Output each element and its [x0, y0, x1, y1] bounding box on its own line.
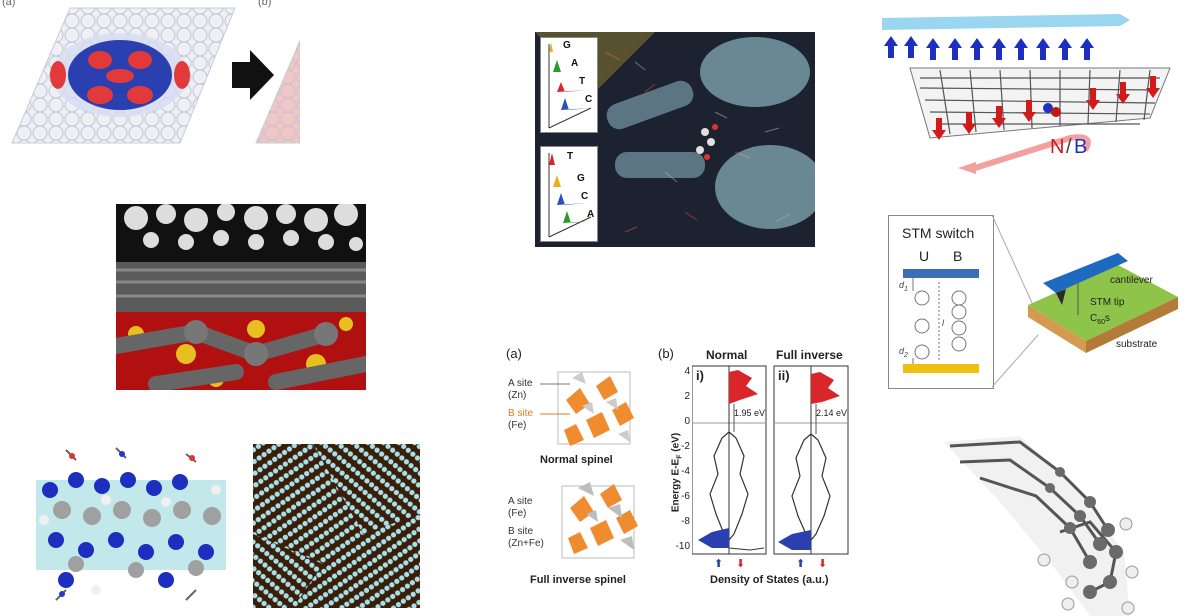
ytick: -6: [681, 491, 690, 502]
d2-text: d: [899, 346, 905, 356]
d1-label: d1: [899, 280, 908, 293]
inverse-spinel-caption: Full inverse spinel: [530, 574, 626, 586]
normal-b-element: (Fe): [508, 420, 527, 431]
spin-down-arrow-icon: ⬇: [818, 558, 828, 570]
spinel-label-b: (b): [658, 346, 674, 361]
stm-switch-panel: STM switch U B d1 l d2 cantilever STM ti…: [888, 215, 1188, 390]
dos-gap-i: 1.95 eV: [734, 408, 766, 418]
ytick: -8: [681, 516, 690, 527]
dna-letter: T: [579, 76, 586, 87]
molecular-crystal-scene: [253, 444, 420, 608]
d1-text: d: [899, 280, 905, 290]
normal-a-site: A site: [508, 378, 533, 389]
d2-label: d2: [899, 346, 908, 359]
dna-sequence-box-1: G A T C: [540, 37, 598, 133]
dna-letter: T: [567, 151, 574, 162]
nanoribbon-scene: [944, 436, 1139, 616]
spinel-label-a: (a): [506, 346, 522, 361]
inverse-b-site: B site: [508, 526, 534, 537]
spinel-dos-panel: (a) (b) A site (Zn) B site (Fe) Normal s…: [500, 344, 850, 592]
charge-density-lattices: [11, 7, 300, 144]
stm-col-u: U: [919, 248, 930, 264]
normal-b-site: B site: [508, 408, 534, 419]
c60-sub: 60: [1097, 319, 1106, 326]
dos-plots: [692, 365, 849, 555]
dos-title-inverse: Full inverse: [776, 348, 843, 362]
cantilever-label: cantilever: [1110, 275, 1153, 286]
label-n: N: [1050, 136, 1065, 158]
dos-yticks: 4 2 0 -2 -4 -6 -8 -10: [676, 366, 690, 556]
graphene-nb-panel: N / B: [880, 8, 1180, 178]
normal-a-element: (Zn): [508, 390, 527, 401]
dna-letter: A: [571, 58, 579, 69]
l-label: l: [942, 318, 944, 328]
dna-letter: G: [563, 40, 571, 51]
ytick: 4: [684, 366, 690, 377]
stm-device: [991, 215, 1178, 388]
d1-sub: 1: [904, 285, 908, 293]
dna-nanotube-panel: G A T C T G C A: [535, 32, 815, 247]
d2-sub: 2: [904, 351, 908, 359]
spin-down-arrow-icon: ⬇: [736, 558, 746, 570]
nanotube-scene: [535, 32, 815, 247]
stm-box-title: STM switch: [902, 225, 975, 241]
ytick: -2: [681, 441, 690, 452]
dna-letter: C: [585, 94, 593, 105]
label-slash: /: [1066, 136, 1072, 158]
inverse-a-site: A site: [508, 496, 533, 507]
normal-spinel-structure: [557, 371, 634, 446]
inverse-spinel-structure: [561, 482, 638, 559]
dos-title-normal: Normal: [706, 348, 748, 362]
dos-xlabel: Density of States (a.u.): [710, 574, 829, 586]
label-b: (b): [258, 0, 272, 8]
stm-switch-box: STM switch U B d1 l d2: [888, 215, 994, 389]
ytick: -10: [675, 541, 690, 552]
dna-letter: G: [577, 173, 585, 184]
substrate-label: substrate: [1116, 339, 1158, 350]
label-b-boron: B: [1074, 136, 1088, 158]
normal-spinel-caption: Normal spinel: [540, 454, 613, 466]
c60-suffix: s: [1105, 313, 1111, 324]
spin-up-arrow-icon: ⬆: [714, 558, 724, 570]
dna-letter: A: [587, 209, 595, 220]
charge-density-panel: (a) (b): [0, 0, 300, 150]
nanoribbon-panel: [940, 432, 1188, 616]
dos-roman-i: i): [696, 368, 704, 383]
nanotube-molecules-scene: [36, 447, 226, 601]
stm-tip-label: STM tip: [1090, 297, 1125, 308]
c60-text: C: [1090, 313, 1098, 324]
label-a: (a): [2, 0, 16, 8]
graphene-sheet: [882, 14, 1171, 174]
graphene-liquid-panel: [116, 204, 366, 390]
stm-col-b: B: [953, 248, 963, 264]
graphene-liquid-scene: [116, 204, 366, 390]
inverse-a-element: (Fe): [508, 508, 527, 519]
molecular-crystal-panel: [253, 444, 420, 608]
dos-gap-ii: 2.14 eV: [816, 408, 848, 418]
dos-roman-ii: ii): [778, 368, 790, 383]
ytick: 0: [684, 416, 690, 427]
dna-letter: C: [581, 191, 589, 202]
ytick: -4: [681, 466, 690, 477]
c60-label: C60s: [1090, 313, 1110, 326]
ytick: 2: [684, 391, 690, 402]
spin-up-arrow-icon: ⬆: [796, 558, 806, 570]
dna-sequence-box-2: T G C A: [540, 146, 598, 242]
inverse-b-element: (Zn+Fe): [508, 538, 544, 549]
nanotube-molecules-panel: [36, 440, 226, 610]
